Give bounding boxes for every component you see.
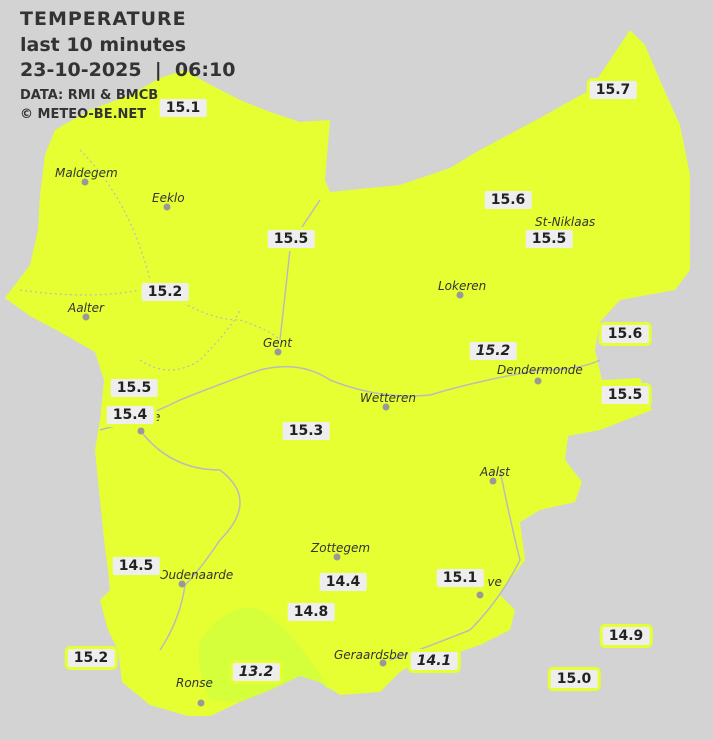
city-label: Wetteren <box>360 391 416 405</box>
temperature-reading: 15.2 <box>64 646 118 670</box>
city-label: Dendermonde <box>497 363 583 377</box>
temperature-reading: 15.5 <box>107 376 161 400</box>
title: TEMPERATURE <box>20 8 187 30</box>
temperature-reading: 15.0 <box>547 667 601 691</box>
city-marker <box>197 699 205 707</box>
city-label: Eeklo <box>152 191 185 205</box>
city-label: Lokeren <box>438 279 487 293</box>
city-label: St-Niklaas <box>535 215 596 229</box>
city-marker <box>81 178 89 186</box>
data-source: DATA: RMI & BMCB <box>20 88 159 103</box>
temperature-reading: 15.5 <box>264 227 318 251</box>
city-marker <box>456 291 464 299</box>
temperature-reading: 15.1 <box>433 566 487 590</box>
city-marker <box>82 313 90 321</box>
subtitle: last 10 minutes <box>20 34 187 56</box>
temperature-reading: 14.1 <box>407 649 461 673</box>
temperature-reading: 13.2 <box>229 660 283 684</box>
city-marker <box>163 203 171 211</box>
copyright: © METEO-BE.NET <box>20 107 147 122</box>
city-marker <box>382 403 390 411</box>
temperature-reading: 15.2 <box>138 280 192 304</box>
temperature-reading: 15.4 <box>103 403 157 427</box>
temperature-reading: 14.8 <box>284 600 338 624</box>
temperature-reading: 15.2 <box>466 339 520 363</box>
city-label: e <box>153 410 161 424</box>
city-label: Gent <box>263 336 292 350</box>
temperature-reading: 15.7 <box>586 78 640 102</box>
temperature-reading: 15.1 <box>156 96 210 120</box>
city-label: Maldegem <box>55 166 118 180</box>
city-label: Oudenaarde <box>159 568 234 582</box>
city-label: Geraardsbergen <box>334 648 432 662</box>
temperature-reading: 14.9 <box>599 624 653 648</box>
city-label: Zottegem <box>311 541 371 555</box>
province-shape <box>5 30 690 716</box>
temperature-reading: 15.5 <box>598 383 652 407</box>
city-marker <box>333 553 341 561</box>
city-label: Aalter <box>68 301 104 315</box>
temperature-reading: 15.6 <box>598 322 652 346</box>
city-marker <box>476 591 484 599</box>
city-marker <box>137 427 145 435</box>
city-marker <box>178 580 186 588</box>
temperature-reading: 14.4 <box>316 570 370 594</box>
city-marker <box>534 377 542 385</box>
datetime: 23-10-2025 | 06:10 <box>20 59 236 81</box>
temperature-reading: 15.6 <box>481 188 535 212</box>
temperature-reading: 14.5 <box>109 554 163 578</box>
city-label: Ronse <box>176 676 213 690</box>
temperature-reading: 15.3 <box>279 419 333 443</box>
temperature-reading: 15.5 <box>522 227 576 251</box>
city-marker <box>379 659 387 667</box>
city-marker <box>489 477 497 485</box>
city-marker <box>274 348 282 356</box>
city-label: Aalst <box>480 465 510 479</box>
